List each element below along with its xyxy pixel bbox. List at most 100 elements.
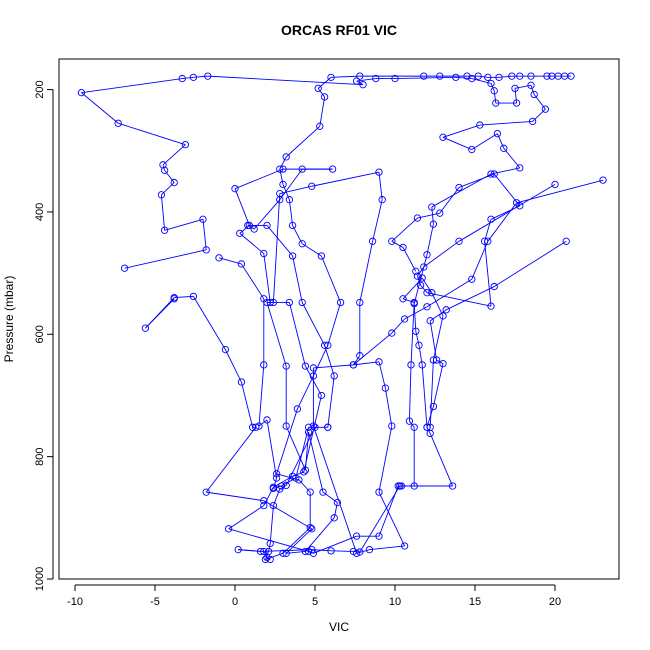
data-point <box>352 532 361 540</box>
series-segment <box>295 427 310 479</box>
data-point <box>277 482 286 490</box>
series-segment <box>81 92 119 124</box>
series-segment <box>416 276 422 286</box>
data-point <box>352 77 361 85</box>
series-segment <box>408 364 412 422</box>
series-segment <box>330 550 354 552</box>
data-point <box>324 423 332 431</box>
series-segment <box>498 75 512 78</box>
data-point <box>269 501 278 510</box>
series-segment <box>317 88 325 98</box>
series-segment <box>458 173 495 188</box>
data-point <box>304 423 313 431</box>
data-point <box>527 81 535 89</box>
series-segment <box>312 345 329 377</box>
series-segment <box>253 199 281 230</box>
data-point <box>316 122 324 130</box>
series-segment <box>258 419 268 427</box>
data-point <box>365 545 374 554</box>
series-segment <box>279 168 303 200</box>
data-point <box>432 356 441 364</box>
data-point <box>455 183 463 192</box>
series-segment <box>281 477 297 487</box>
data-point <box>500 144 508 152</box>
series-segment <box>207 75 364 86</box>
series-segment <box>417 212 440 219</box>
series-segment <box>429 433 454 487</box>
data-point <box>405 417 414 425</box>
series-segment <box>266 302 287 367</box>
series-segment <box>205 427 257 493</box>
data-point <box>448 482 457 490</box>
series-segment <box>391 217 418 242</box>
plot-frame <box>58 58 620 580</box>
series-segment <box>514 88 518 104</box>
series-segment <box>413 254 428 304</box>
data-point <box>202 488 210 496</box>
series-segment <box>359 485 401 553</box>
data-point <box>202 246 210 254</box>
series-segment <box>304 432 310 471</box>
data-point <box>439 360 447 368</box>
series-segment <box>160 194 166 231</box>
data-point <box>293 405 302 413</box>
data-point <box>423 251 431 259</box>
data-point <box>292 474 300 482</box>
series-segment <box>404 306 428 320</box>
series-segment <box>288 302 306 367</box>
data-point <box>420 72 428 80</box>
series-segment <box>478 75 488 78</box>
series-segment <box>490 83 495 91</box>
data-point <box>250 225 258 233</box>
series-segment <box>413 303 417 332</box>
data-point <box>391 74 399 83</box>
series-segment <box>496 133 505 149</box>
series-segment <box>313 364 354 369</box>
series-segment <box>320 255 342 303</box>
data-point <box>301 547 310 556</box>
series-segment <box>402 298 415 303</box>
data-point <box>298 240 306 248</box>
data-point <box>308 182 316 190</box>
data-point <box>349 361 358 369</box>
series-segment <box>514 84 532 89</box>
y-axis: 200 400 600 800 1000 <box>34 80 54 591</box>
data-point <box>221 345 230 354</box>
data-point <box>400 542 409 550</box>
data-point <box>285 196 294 204</box>
series-segment <box>145 297 175 329</box>
series-segment <box>423 240 460 268</box>
data-point <box>336 298 345 307</box>
data-point <box>423 289 431 297</box>
data-point <box>308 545 316 554</box>
data-point <box>423 303 431 311</box>
data-point <box>455 237 463 245</box>
data-point <box>317 391 326 400</box>
series-segment <box>268 543 271 552</box>
data-point <box>300 468 308 476</box>
series-segment <box>288 199 294 226</box>
data-point <box>410 423 418 431</box>
series-segment <box>298 479 311 493</box>
series-segment <box>164 170 175 183</box>
series-segment <box>239 233 265 254</box>
data-point <box>276 189 284 198</box>
series-segment <box>285 425 306 471</box>
series-segment <box>415 331 420 346</box>
data-point <box>420 263 428 271</box>
series-segment <box>530 85 535 95</box>
data-point <box>160 166 169 174</box>
series-segment <box>324 345 335 377</box>
series-segment <box>503 148 521 169</box>
data-point <box>260 547 268 556</box>
x-tick-label: 0 <box>232 596 238 608</box>
data-point <box>314 84 322 93</box>
data-point <box>418 361 426 369</box>
data-point <box>468 145 476 154</box>
series-segment <box>301 302 325 346</box>
data-point <box>413 272 422 280</box>
series-segment <box>285 528 313 554</box>
series-segment <box>421 364 428 428</box>
series-segment <box>311 171 380 187</box>
